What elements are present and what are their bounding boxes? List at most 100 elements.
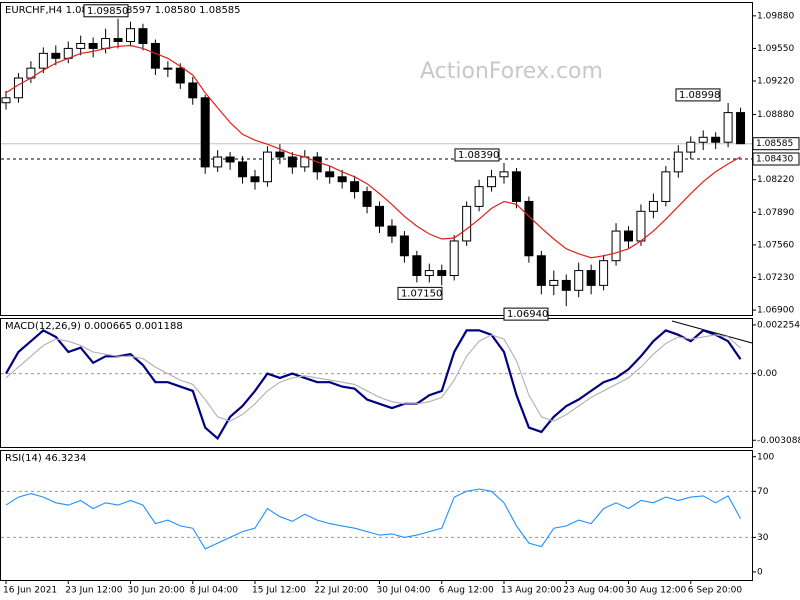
y-tick-label: 1.07560 [757,240,794,250]
candle-body [76,42,86,49]
y-tick-label: 70 [757,487,769,497]
candle-body [549,279,559,286]
candle-body [648,200,658,212]
y-tick-label: 1.08880 [757,110,794,120]
candle-body [13,77,23,99]
candle-body [250,176,260,183]
trend-line [671,320,753,344]
candle-body [113,38,123,43]
x-tick-label: 16 Jun 2021 [3,586,57,596]
candle-body [736,112,746,145]
candle-body [524,200,534,257]
candle-body [287,156,297,168]
rsi-title: RSI(14) 46.3234 [5,453,86,464]
candle-body [213,156,223,168]
y-tick-label: 0.002254 [757,320,800,330]
moving-average [5,44,741,259]
candle-body [163,67,173,70]
candle-body [574,270,584,291]
annotation-box [83,4,129,18]
level-label-box [752,152,800,166]
price-label: 1.08585 [756,139,793,149]
candle-body [1,97,11,104]
candle-body [362,191,372,207]
x-tick-label: 8 Jul 04:00 [190,586,239,596]
candle-body [437,270,447,277]
y-tick-label: 1.07890 [757,208,794,218]
candle-body [474,186,484,207]
candle-body [636,210,646,242]
annotation: 1.08390 [458,150,499,161]
y-tick-label: 1.09880 [757,11,794,21]
y-tick-label: 0.00 [757,369,777,379]
candle-body [487,176,497,188]
candle-body [536,255,546,286]
candle-body [101,38,111,49]
candle-body [611,230,621,262]
candle-body [462,205,472,242]
candle-body [599,260,609,286]
candle-body [275,151,285,158]
annotation: 1.06940 [507,309,548,320]
candle-body [51,52,61,59]
candle-body [262,151,272,183]
y-tick-label: 1.09220 [757,77,794,87]
y-tick-label: -0.003088 [757,436,800,446]
annotation-box [397,286,443,300]
series-line [5,329,742,441]
level-label: 1.08430 [756,155,793,165]
candle-body [723,112,733,143]
candle-body [586,270,596,286]
candle-body [375,205,384,227]
candle-body [138,28,148,44]
candle-body [561,279,571,291]
y-tick-label: 1.09550 [757,44,794,54]
macd-panel [0,318,753,448]
candle-body [399,235,409,257]
x-tick-label: 13 Aug 20:00 [501,586,562,596]
x-tick-label: 23 Aug 04:00 [563,586,624,596]
annotation: 1.08998 [679,90,720,101]
candle-body [624,230,633,242]
candle-body [673,151,683,173]
y-tick-label: 1.08220 [757,175,794,185]
candle-body [325,171,335,178]
candle-body [449,240,459,277]
candle-body [511,171,521,202]
y-tick-label: 0 [757,567,763,577]
annotation: 1.07150 [401,288,442,299]
candle-body [38,52,48,69]
candle-body [126,28,135,43]
candle-body [698,136,708,143]
candle-body [150,42,160,69]
series-line [5,488,741,550]
annotation-box [675,88,721,102]
x-tick-label: 30 Jun 20:00 [128,586,185,596]
x-tick-label: 6 Aug 12:00 [439,586,494,596]
candle-body [337,176,347,183]
rsi-panel [0,450,753,581]
candle-body [387,225,397,237]
annotation-box [454,148,500,162]
y-tick-label: 1.07230 [757,273,794,283]
annotation-box [503,307,549,321]
candle-body [200,97,210,168]
candle-body [225,156,235,163]
annotation: 1.09850 [87,6,128,17]
candle-body [238,161,248,178]
price-label-box [752,137,800,151]
candle-body [424,270,434,277]
y-tick-label: 1.06900 [757,306,794,316]
macd-title: MACD(12,26,9) 0.000665 0.001188 [5,321,183,332]
candle-body [175,67,185,84]
x-tick-label: 23 Jun 12:00 [65,586,122,596]
y-tick-label: 100 [757,452,774,462]
candle-body [350,181,360,193]
candle-body [312,156,322,173]
x-tick-label: 6 Sep 20:00 [688,586,743,596]
watermark: ActionForex.com [420,59,603,84]
candle-body [711,136,721,143]
candle-body [88,42,98,49]
series-line [5,334,741,422]
